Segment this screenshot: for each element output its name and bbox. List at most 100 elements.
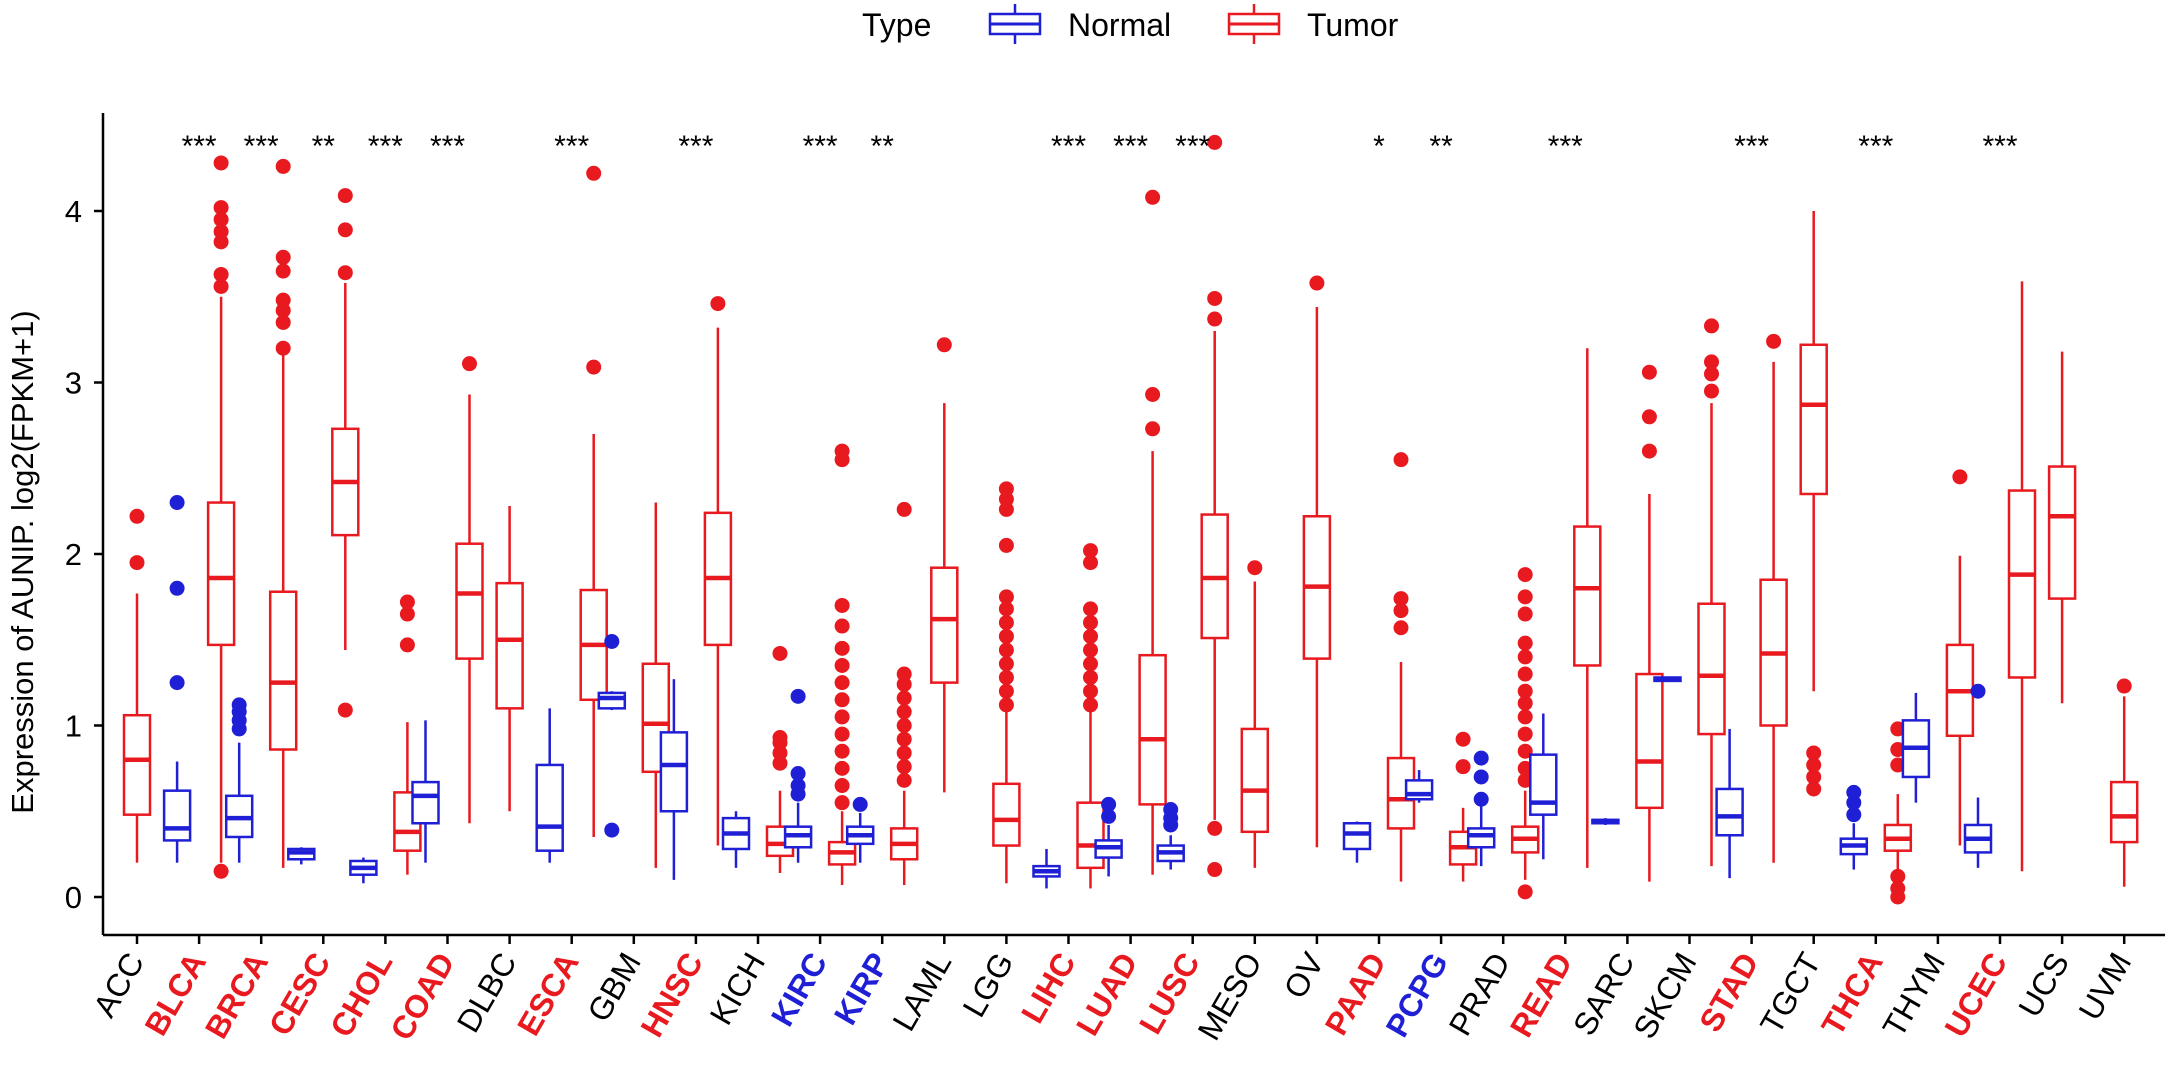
outlier-point	[1517, 760, 1533, 776]
box-tumor-pcpg	[1448, 731, 1478, 882]
outlier-point	[399, 637, 415, 653]
box-tumor-coad	[455, 356, 484, 824]
outlier-point	[1517, 772, 1533, 788]
box-tumor-lihc	[1076, 543, 1105, 889]
box-iqr	[1076, 801, 1105, 870]
box-tumor-blca	[206, 155, 236, 879]
box-iqr	[1697, 602, 1726, 736]
x-tick-label: HNSC	[633, 947, 710, 1044]
box-iqr	[411, 780, 440, 825]
significance-label: ***	[1113, 130, 1148, 163]
box-tumor-hnsc	[703, 296, 733, 846]
outlier-point	[213, 212, 229, 228]
x-tick-label: LAML	[885, 947, 958, 1037]
box-iqr	[2007, 489, 2037, 679]
outlier-point	[2116, 678, 2132, 694]
outlier-point	[790, 766, 806, 782]
significance-label: ***	[1548, 130, 1583, 163]
outlier-point	[790, 778, 806, 794]
outlier-point	[1890, 757, 1906, 773]
outlier-point	[275, 292, 291, 308]
box-iqr	[535, 763, 564, 852]
outlier-point	[998, 656, 1014, 672]
x-tick-label: READ	[1503, 947, 1580, 1044]
x-tick-label: GBM	[580, 947, 648, 1028]
outlier-point	[834, 675, 850, 691]
y-axis-label: Expression of AUNIP. log2(FPKM+1)	[5, 310, 40, 813]
outlier-point	[1145, 189, 1161, 205]
box-tumor-kirc	[827, 443, 857, 885]
y-tick-label: 4	[65, 194, 82, 229]
outlier-point	[1890, 742, 1906, 758]
legend-swatch-normal	[988, 4, 1042, 44]
outlier-point	[1766, 333, 1782, 349]
box-tumor-acc	[122, 508, 152, 863]
significance-label: **	[312, 130, 336, 163]
box-normal-lihc	[1032, 848, 1061, 889]
outlier-point	[834, 618, 850, 634]
outlier-point	[1083, 669, 1098, 685]
outlier-point	[1455, 759, 1471, 775]
outlier-point	[1517, 726, 1533, 742]
legend-label-tumor: Tumor	[1307, 7, 1399, 43]
box-normal-chol	[349, 857, 378, 884]
legend-swatch-tumor	[1227, 4, 1281, 44]
box-iqr	[206, 501, 236, 647]
outlier-point	[1207, 290, 1223, 306]
outlier-point	[1517, 695, 1533, 711]
box-iqr	[1466, 827, 1496, 849]
outlier-point	[1517, 589, 1533, 605]
outlier-point	[1517, 743, 1533, 759]
significance-label: ***	[803, 130, 838, 163]
outlier-point	[834, 640, 850, 656]
outlier-point	[1517, 666, 1533, 682]
outlier-point	[213, 155, 229, 171]
outlier-point	[1207, 820, 1223, 836]
outlier-point	[834, 726, 850, 742]
outlier-point	[896, 731, 912, 747]
box-iqr	[1529, 753, 1558, 816]
outlier-point	[834, 795, 850, 811]
outlier-point	[998, 683, 1014, 699]
outlier-point	[604, 633, 620, 649]
box-normal-pcpg	[1404, 770, 1434, 803]
outlier-point	[998, 697, 1014, 713]
outlier-point	[998, 601, 1014, 617]
outlier-point	[1163, 802, 1179, 818]
box-normal-esca	[535, 708, 564, 863]
x-tick-label: LGG	[955, 947, 1020, 1024]
outlier-point	[896, 772, 912, 788]
significance-labels: *** *** ** *** *** *** *** *** ** *** *** *** * ** ***…	[182, 130, 2018, 163]
box-iqr	[1342, 822, 1372, 851]
legend-title: Type	[862, 7, 931, 43]
outlier-point	[1704, 318, 1719, 334]
outlier-point	[834, 443, 850, 459]
outlier-point	[1393, 591, 1409, 607]
outlier-point	[1083, 628, 1098, 644]
outlier-point	[998, 491, 1014, 507]
outlier-point	[1101, 796, 1117, 812]
significance-label: ***	[182, 130, 217, 163]
outlier-point	[998, 628, 1014, 644]
outlier-point	[1473, 791, 1489, 807]
outlier-point	[936, 337, 952, 353]
outlier-point	[213, 278, 229, 294]
outlier-point	[1952, 469, 1968, 485]
box-normal-thca	[1839, 784, 1869, 870]
x-tick-label: UCEC	[1938, 947, 2015, 1044]
outlier-point	[1517, 567, 1533, 583]
box-tumor-luad	[1138, 189, 1167, 875]
box-tumor-sarc	[1635, 364, 1664, 882]
outlier-point	[1083, 656, 1098, 672]
box-iqr	[1138, 653, 1167, 806]
outlier-point	[772, 755, 788, 771]
outlier-point	[772, 745, 788, 761]
box-tumor-cesc	[331, 188, 360, 718]
outlier-point	[275, 263, 291, 279]
outlier-point	[231, 697, 247, 713]
outlier-point	[1393, 452, 1409, 468]
box-iqr	[1404, 779, 1434, 801]
outlier-point	[1101, 808, 1117, 824]
outlier-point	[1207, 134, 1223, 150]
outlier-point	[998, 642, 1014, 658]
